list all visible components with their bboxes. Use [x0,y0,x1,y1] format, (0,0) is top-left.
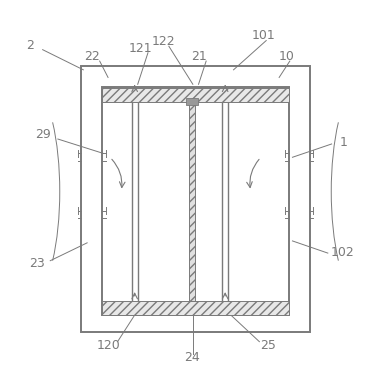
Text: 23: 23 [29,257,45,270]
Text: 10: 10 [279,50,295,63]
Text: 102: 102 [331,246,355,259]
Bar [186,98,198,105]
Bar [188,102,196,301]
Text: 2: 2 [26,39,34,52]
Text: 1: 1 [340,136,348,149]
Text: 120: 120 [96,339,120,352]
Bar [102,88,289,102]
Text: 22: 22 [84,50,100,63]
Text: 29: 29 [35,128,50,141]
Bar [102,301,289,315]
Bar [102,87,289,315]
Text: 25: 25 [260,339,276,352]
Text: 24: 24 [184,351,199,364]
Text: 122: 122 [151,35,175,48]
Text: 121: 121 [129,43,152,56]
Text: 21: 21 [192,50,207,63]
Text: 101: 101 [252,29,276,42]
Bar [81,66,310,332]
